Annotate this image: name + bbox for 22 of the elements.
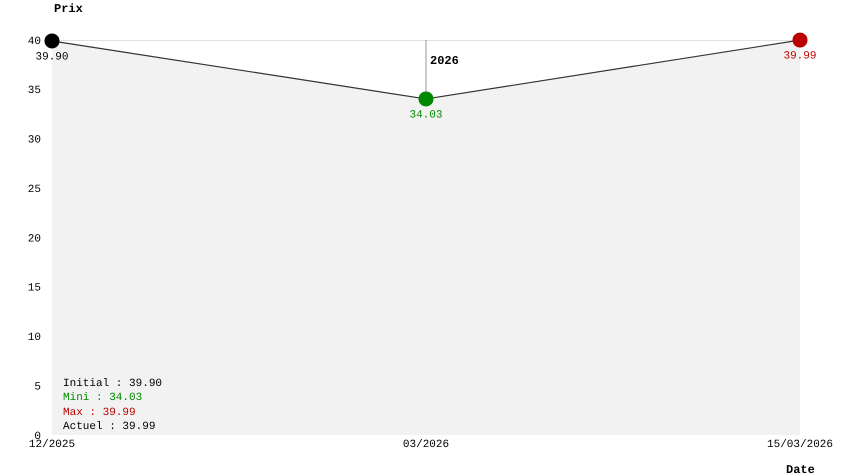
- y-axis-title: Prix: [54, 2, 83, 16]
- x-axis-title: Date: [786, 463, 815, 474]
- annotation: Max : 39.99: [63, 407, 136, 419]
- y-tick-label: 10: [28, 332, 41, 344]
- annotation: Actuel : 39.99: [63, 421, 156, 433]
- x-tick-label: 15/03/2026: [766, 439, 834, 451]
- y-tick-label: 30: [28, 134, 41, 147]
- point: [792, 32, 808, 48]
- annotation: Initial : 39.90: [63, 378, 162, 390]
- y-tick-label: 35: [28, 85, 41, 98]
- data-label: 34.03: [409, 110, 443, 122]
- annotation: Mini : 34.03: [63, 392, 142, 404]
- y-tick-label: 20: [28, 233, 41, 246]
- ref-line-label: 2026: [430, 54, 459, 68]
- data-label: 39.90: [35, 52, 69, 64]
- y-tick-label: 15: [28, 282, 41, 295]
- x-tick-label: 03/2026: [402, 439, 450, 451]
- y-tick-label: 40: [28, 36, 41, 48]
- y-tick-label: 5: [34, 381, 41, 394]
- data-label: 39.99: [783, 50, 817, 63]
- point: [44, 33, 60, 48]
- y-tick-label: 25: [28, 184, 41, 196]
